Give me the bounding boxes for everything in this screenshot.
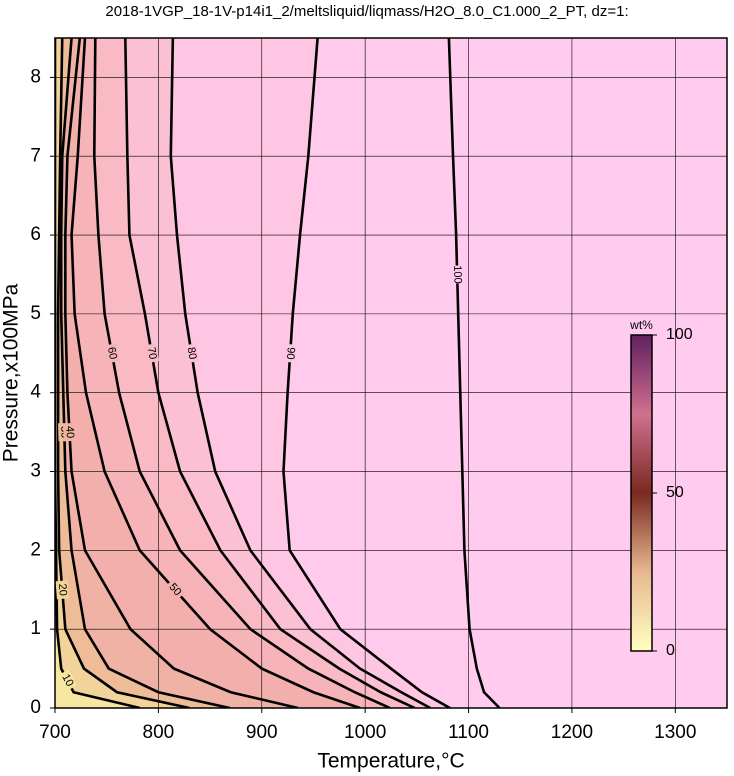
contour-label: 20 [56, 583, 69, 596]
contour-label-group: 50 [164, 579, 186, 601]
x-tick-label: 900 [246, 722, 278, 743]
y-tick-label: 7 [30, 145, 41, 166]
contour-label-bg [104, 343, 120, 364]
contour-line [447, 38, 501, 708]
axes: 700 800 900 1000 1100 1200 1300 0 1 2 3 4 5 6 7 8 wt% 0 50… [30, 37, 728, 743]
y-tick-label: 3 [30, 461, 41, 482]
contour-line [70, 38, 361, 708]
y-tick-label: 0 [30, 697, 41, 718]
contour-label-group: 20 [55, 580, 69, 600]
contour-line [92, 38, 391, 708]
x-tick-label: 1300 [654, 722, 696, 743]
contour-line [124, 38, 416, 708]
x-axis-label: Temperature,°C [317, 750, 464, 773]
colorbar-tick-label: 0 [666, 642, 675, 659]
contour-label-bg [63, 422, 76, 442]
y-tick-label: 5 [30, 303, 41, 324]
contour-line [56, 38, 190, 708]
colorbar [630, 334, 653, 652]
contour-label: 100 [451, 265, 463, 284]
contour-label: 90 [284, 347, 297, 360]
y-axis-label: Pressure,x100MPa [0, 283, 23, 462]
contour-label-group: 100 [450, 265, 464, 284]
contour-fill [55, 38, 230, 708]
contour-label-group: 80 [184, 343, 199, 364]
contour-label-group: 60 [104, 343, 120, 364]
colorbar-tick-label: 100 [666, 326, 693, 343]
y-tick-label: 2 [30, 539, 41, 560]
contour-label-bg [164, 579, 186, 601]
contour-line [282, 38, 451, 708]
y-tick-label: 8 [30, 66, 41, 87]
plot-frame [54, 37, 728, 709]
colorbar-tick-label: 50 [666, 484, 684, 501]
contour-label: 40 [63, 426, 76, 439]
contour-label-bg [57, 669, 77, 692]
contour-label: 10 [59, 672, 75, 688]
x-tick-label: 1100 [448, 722, 489, 743]
contour-label: 80 [185, 346, 199, 360]
contour-fill [55, 38, 360, 708]
contour-line [64, 38, 299, 708]
y-tick-label: 4 [30, 382, 41, 403]
contour-fill [55, 38, 390, 708]
x-tick-label: 1200 [551, 722, 593, 743]
contour-label-group: 90 [283, 343, 297, 363]
contour-label-group: 10 [57, 669, 77, 692]
contour-label-bg [55, 580, 69, 600]
y-tick-label: 6 [30, 224, 41, 245]
y-tick-label: 1 [30, 618, 41, 639]
x-tick-label: 1000 [344, 722, 386, 743]
contour-label: 70 [145, 346, 159, 360]
chart-title: 2018-1VGP_18-1V-p14i1_2/meltsliquid/liqm… [105, 3, 628, 20]
contour-line [59, 38, 231, 708]
contour-label-bg [144, 343, 160, 364]
contour-fill [55, 38, 190, 708]
contour-label: 60 [105, 346, 119, 360]
x-tick-label: 800 [143, 722, 175, 743]
colorbar-label: wt% [629, 318, 653, 332]
contour-label-group: 70 [144, 343, 160, 364]
contour-line [169, 38, 431, 708]
plot-area: 102030405060708090100 [55, 38, 727, 708]
contour-label-bg [450, 265, 464, 284]
contour-label-group: 40 [63, 422, 76, 442]
contour-label-bg [184, 343, 199, 364]
contour-label-bg [283, 343, 297, 363]
x-tick-label: 700 [39, 722, 71, 743]
